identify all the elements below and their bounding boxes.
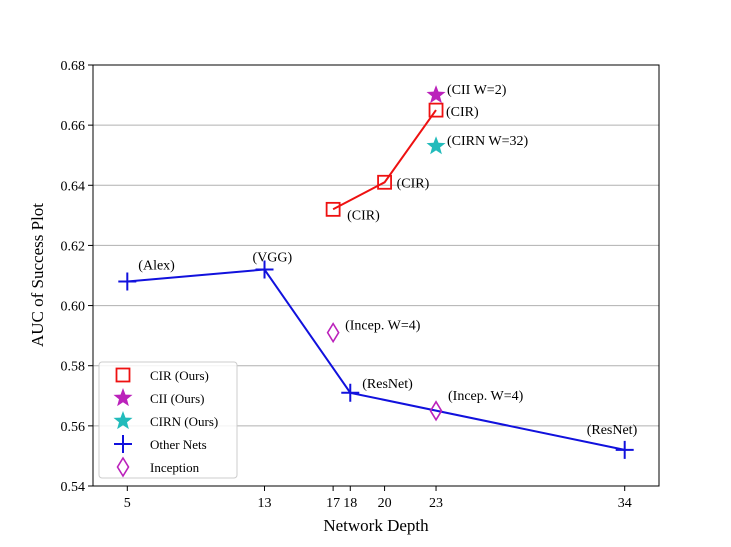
point-label: (ResNet) [362, 377, 413, 392]
y-tick-label: 0.68 [61, 59, 86, 74]
x-tick-label: 23 [429, 496, 443, 511]
data-point [429, 400, 443, 422]
plot-frame [92, 64, 660, 487]
point-label: (CIR) [347, 208, 380, 223]
data-point [118, 272, 137, 291]
data-point [615, 440, 634, 459]
point-label: (CII W=2) [447, 83, 507, 98]
axes: 0.54 0.56 0.58 0.60 0.62 0.64 0.66 0.68 5 13 17 18 2… [61, 59, 632, 511]
legend-marker [116, 456, 130, 478]
y-tick-label: 0.58 [61, 360, 86, 375]
point-label: (CIR) [397, 176, 430, 191]
x-tick-label: 18 [343, 496, 357, 511]
data-point [255, 260, 274, 279]
legend-marker [114, 435, 132, 453]
y-tick-label: 0.66 [61, 119, 86, 134]
y-tick-label: 0.54 [61, 480, 86, 495]
point-labels: (CIR) (CIR) (CIR) (CII W=2) (CIRN W=32) (Alex… [138, 83, 637, 438]
x-tick-label: 5 [124, 496, 131, 511]
data-point [377, 174, 392, 190]
legend: CIR (Ours) CII (Ours) CIRN (Ours) Other Net… [98, 361, 238, 479]
x-tick-label: 17 [326, 496, 340, 511]
legend-marker [115, 367, 131, 383]
x-tick-label: 34 [618, 496, 632, 511]
data-point [426, 136, 446, 155]
point-label: (Incep. W=4) [345, 319, 421, 334]
legend-marker [113, 388, 133, 407]
series-line [332, 109, 437, 211]
legend-label: Other Nets [150, 437, 207, 452]
y-tick-label: 0.56 [61, 420, 86, 435]
legend-label: CIRN (Ours) [150, 414, 218, 429]
data-point [326, 322, 340, 344]
y-axis-label: AUC of Success Plot [28, 203, 47, 347]
data-point [341, 383, 360, 402]
y-tick-label: 0.64 [61, 179, 86, 194]
x-axis-label: Network Depth [323, 516, 429, 535]
point-label: (Incep. W=4) [448, 389, 524, 404]
y-tick-label: 0.60 [61, 300, 86, 315]
data-point [428, 102, 444, 118]
data-point [325, 201, 341, 217]
legend-marker [113, 411, 133, 430]
series-line [127, 268, 625, 451]
y-tick-label: 0.62 [61, 239, 86, 254]
point-label: (CIR) [446, 105, 479, 120]
x-tick-label: 13 [258, 496, 272, 511]
legend-label: Inception [150, 460, 200, 475]
legend-label: CIR (Ours) [150, 368, 209, 383]
point-label: (Alex) [138, 259, 175, 274]
series-layer [118, 85, 634, 459]
x-tick-label: 20 [378, 496, 392, 511]
point-label: (ResNet) [587, 423, 638, 438]
data-point [426, 85, 446, 104]
point-label: (CIRN W=32) [447, 134, 528, 149]
legend-box [98, 361, 238, 479]
legend-label: CII (Ours) [150, 391, 205, 406]
point-label: (VGG) [253, 250, 293, 265]
